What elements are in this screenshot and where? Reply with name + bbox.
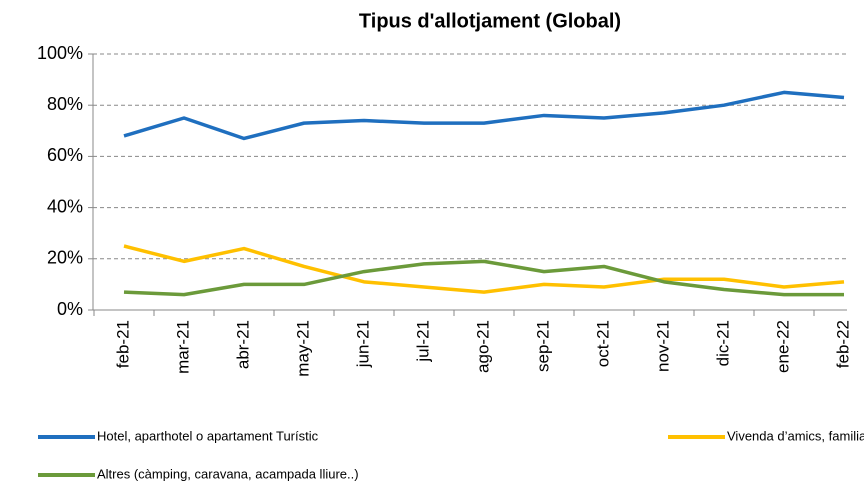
x-tick-label: may-21 [293, 320, 312, 377]
x-tick-label: ene-22 [773, 320, 792, 373]
y-tick-label: 20% [47, 248, 83, 268]
x-tick-label: mar-21 [173, 320, 192, 374]
chart-title: Tipus d'allotjament (Global) [359, 10, 621, 32]
series-line [123, 244, 845, 294]
x-tick-label: abr-21 [233, 320, 252, 369]
x-tick-label: feb-21 [113, 320, 132, 368]
y-tick-label: 40% [47, 196, 83, 216]
x-tick-label: dic-21 [713, 320, 732, 366]
y-tick-label: 0% [57, 299, 83, 319]
x-tick-label: nov-21 [653, 320, 672, 372]
legend-label: Hotel, aparthotel o apartament Turístic [97, 428, 319, 443]
y-tick-label: 80% [47, 94, 83, 114]
x-tick-label: feb-22 [833, 320, 852, 368]
x-tick-label: ago-21 [473, 320, 492, 373]
y-tick-label: 100% [37, 43, 83, 63]
x-tick-label: oct-21 [593, 320, 612, 367]
legend-label: Vivenda d’amics, familiars o pròpia [727, 428, 864, 443]
series-line [123, 259, 844, 297]
x-tick-label: sep-21 [533, 320, 552, 372]
y-tick-label: 60% [47, 145, 83, 165]
legend-label: Altres (càmping, caravana, acampada lliu… [97, 466, 359, 481]
series-line [123, 90, 845, 141]
x-tick-label: jul-21 [413, 320, 432, 363]
x-tick-label: jun-21 [353, 320, 372, 368]
